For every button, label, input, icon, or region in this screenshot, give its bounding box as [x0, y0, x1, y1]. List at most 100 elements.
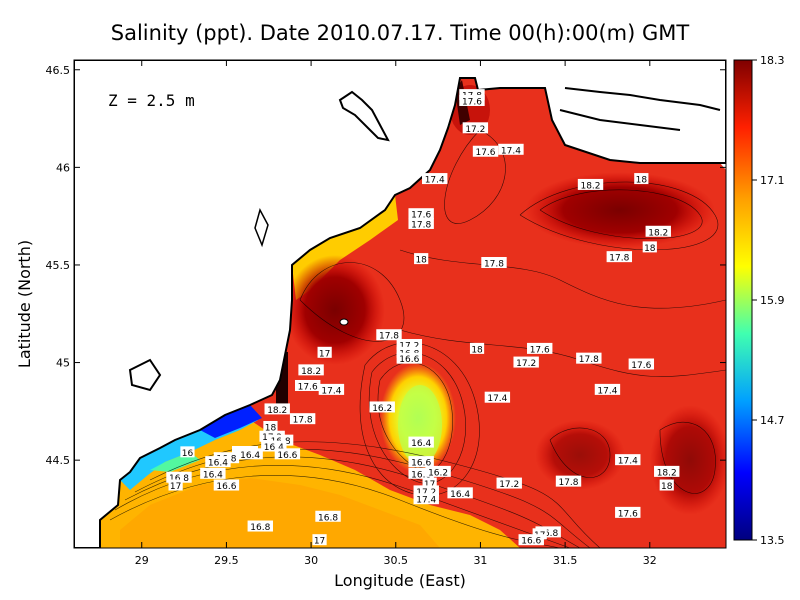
contour-label: 17.6: [411, 211, 431, 221]
x-tick-label: 29.5: [214, 554, 239, 567]
contour-label-bg: [527, 342, 553, 354]
contour-label: 17.8: [579, 355, 599, 365]
contour-label-bg: [555, 475, 582, 487]
contour-label-bg: [408, 208, 434, 220]
contour-label: 16.4: [264, 443, 284, 453]
contour-label-bg: [513, 356, 539, 368]
contour-label: 17.6: [618, 509, 638, 519]
contour-label: 17.6: [475, 148, 495, 158]
y-axis-label: Latitude (North): [15, 240, 34, 368]
contour-label: 17: [170, 482, 181, 492]
contour-label-bg: [462, 122, 489, 134]
contour-label-bg: [289, 413, 316, 425]
contour-label: 17.4: [321, 386, 341, 396]
contour-label-bg: [369, 401, 395, 413]
x-tick-label: 32: [643, 554, 657, 567]
contour-label-bg: [498, 143, 524, 155]
contour-label-bg: [396, 352, 423, 364]
contour-label-bg: [205, 456, 231, 468]
contour-label-bg: [484, 391, 511, 403]
contour-label: 17.4: [618, 457, 638, 467]
contour-label: 17: [424, 480, 435, 490]
y-tick-label: 45.5: [46, 259, 71, 272]
contour-label: 17.8: [379, 332, 399, 342]
contour-label: 17: [319, 349, 330, 359]
contour-label: 17.4: [416, 496, 436, 506]
contour-label: 18: [265, 423, 277, 433]
contour-label-bg: [396, 346, 423, 358]
contour-label-bg: [213, 479, 240, 491]
plot-frame: [73, 59, 727, 549]
contour-label-bg: [317, 346, 332, 358]
contour-label: 16.2: [428, 468, 448, 478]
x-axis-label: Longitude (East): [334, 571, 466, 590]
contour-label-bg: [237, 448, 263, 460]
contour-label: 17.8: [293, 416, 313, 426]
contour-label: 16.4: [450, 490, 470, 500]
contour-label-bg: [481, 257, 507, 269]
contour-label-bg: [615, 506, 641, 518]
contour-label: 16.4: [208, 459, 228, 469]
contour-label: 16.8: [538, 529, 558, 539]
depth-annotation: Z = 2.5 m: [108, 91, 195, 110]
contour-label-bg: [315, 510, 341, 522]
contour-label: 17.8: [411, 220, 431, 230]
contour-label: 17.2: [465, 125, 485, 135]
colorbar-tick-label: 17.1: [760, 174, 785, 187]
y-tick-label: 46: [56, 161, 70, 174]
contour-label: 17.2: [499, 480, 519, 490]
contour-label: 17.8: [609, 254, 629, 264]
contour-label-bg: [615, 454, 641, 466]
contour-label: 16.8: [411, 470, 431, 480]
contour-label: 17.8: [558, 478, 578, 488]
contour-label-bg: [408, 217, 434, 229]
contour-label: 16.2: [372, 404, 392, 414]
contour-label: 16.4: [411, 439, 431, 449]
contour-label: 16: [182, 449, 194, 459]
contour-label: 17.4: [501, 146, 521, 156]
contour-label-bg: [532, 528, 547, 540]
colorbar-tick-label: 18.3: [760, 54, 785, 67]
contour-label-bg: [376, 329, 402, 341]
x-tick-label: 31: [473, 554, 487, 567]
contour-label-bg: [654, 465, 680, 477]
contour-label-bg: [263, 420, 278, 432]
contour-label: 16.8: [250, 523, 270, 533]
contour-label: 18: [644, 244, 656, 254]
contour-label: 16.4: [240, 451, 260, 461]
colorbar-tick-label: 13.5: [760, 534, 785, 547]
contour-label-bg: [408, 436, 434, 448]
contour-label-bg: [408, 456, 434, 468]
contour-label: 16.8: [318, 513, 338, 523]
contour-label-bg: [274, 448, 301, 460]
contour-label: 17.6: [298, 382, 318, 392]
contour-label-bg: [312, 534, 327, 546]
contour-label-bg: [628, 358, 655, 370]
y-tick-label: 45: [56, 357, 70, 370]
x-tick-label: 29: [135, 554, 149, 567]
chart-title: Salinity (ppt). Date 2010.07.17. Time 00…: [111, 21, 690, 45]
x-tick-label: 30: [304, 554, 318, 567]
x-tick-label: 31.5: [553, 554, 578, 567]
contour-label-bg: [594, 383, 621, 395]
contour-label: 18.2: [267, 406, 287, 416]
y-axis: 44.5 45 45.5 46 46.5: [46, 64, 726, 467]
contour-label-bg: [168, 479, 183, 491]
contour-label: 18.2: [580, 181, 600, 191]
contour-label: 17.6: [530, 345, 550, 355]
contour-label: 16.4: [203, 470, 223, 480]
contour-label-bg: [459, 89, 485, 101]
contour-label-bg: [413, 493, 439, 505]
contour-label: 17.4: [425, 176, 445, 186]
contour-label: 16.6: [399, 355, 419, 365]
contour-label-bg: [422, 477, 437, 489]
contour-label: 18: [636, 176, 648, 186]
colorbar-tick-label: 14.7: [760, 414, 785, 427]
x-axis: 29 29.5 30 30.5 31 31.5 32: [135, 60, 657, 567]
contour-label: 17.4: [597, 386, 617, 396]
colorbar: [733, 59, 753, 541]
contour-label-bg: [447, 487, 473, 499]
x-tick-label: 30.5: [384, 554, 409, 567]
contour-label: 16.6: [411, 459, 431, 469]
